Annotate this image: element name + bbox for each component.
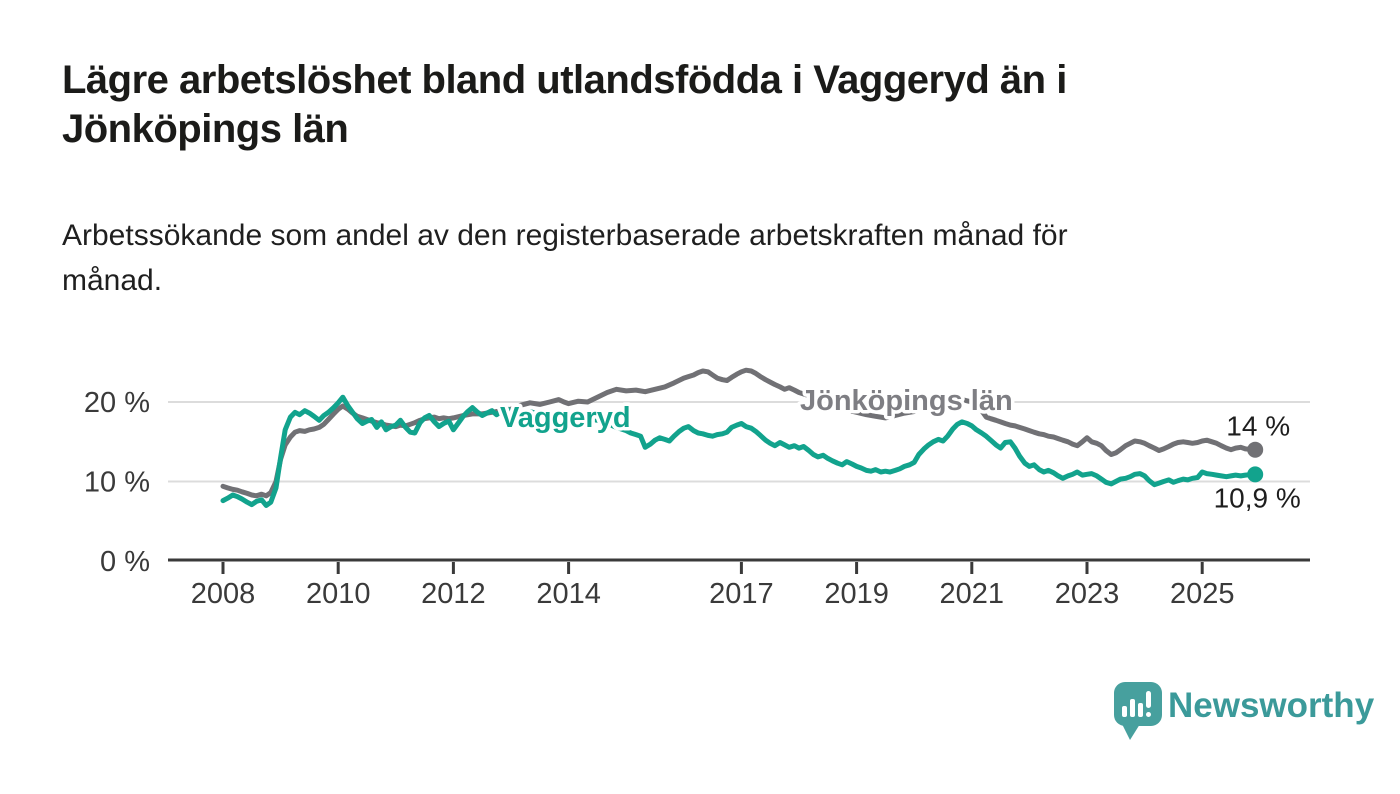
speech-bubble-bar-chart-icon [1114,682,1162,740]
title-line-2: Jönköpings län [62,107,349,151]
x-tick-label-2021: 2021 [940,578,1005,610]
x-tick-label-2014: 2014 [536,578,601,610]
end-value-vaggeryd: 10,9 % [1214,482,1301,513]
page-title: Lägre arbetslöshet bland utlandsfödda i … [62,56,1282,154]
x-tick-label-2012: 2012 [421,578,486,610]
x-tick-label-2008: 2008 [191,578,256,610]
subtitle-line-2: månad. [62,264,163,297]
subtitle-line-1: Arbetssökande som andel av den registerb… [62,219,1068,252]
end-dot-vaggeryd [1247,466,1264,483]
end-value-jonkopings-lan: 14 % [1226,411,1290,442]
series-lines [220,367,1258,508]
line-vaggeryd [220,394,1258,508]
end-dot-jonkopings-lan [1247,441,1264,458]
series-label-vaggeryd: Vaggeryd [500,402,631,434]
line-jonkopings-lan [220,367,1258,499]
y-axis-labels: 0 % 10 % 20 % [84,387,150,578]
chart-subtitle: Arbetssökande som andel av den registerb… [62,213,1302,303]
series-label-jonkopings-lan: Jönköpings län [800,385,1013,417]
x-tick-label-2010: 2010 [306,578,371,610]
y-tick-label-20: 20 % [84,387,150,419]
newsworthy-logo: Newsworthy [1113,681,1374,745]
x-tick-label-2017: 2017 [709,578,774,610]
y-tick-label-10: 10 % [84,467,150,499]
brand-name: Newsworthy [1168,686,1375,725]
title-line-1: Lägre arbetslöshet bland utlandsfödda i … [62,58,1067,102]
x-tick-label-2019: 2019 [824,578,889,610]
y-tick-label-0: 0 % [100,546,150,578]
x-tick-label-2023: 2023 [1055,578,1120,610]
x-tick-label-2025: 2025 [1170,578,1235,610]
x-axis: 2008 2010 2012 2014 2017 2019 2021 2023 2025 [168,558,1310,610]
